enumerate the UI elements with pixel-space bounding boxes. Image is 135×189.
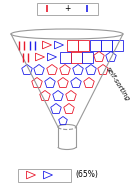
Bar [67,40,77,50]
FancyBboxPatch shape [18,169,70,181]
Text: self-sorting: self-sorting [105,66,131,102]
Bar [90,40,100,50]
FancyBboxPatch shape [36,2,97,15]
Bar [100,40,112,50]
Bar [77,40,89,50]
Bar [60,51,70,63]
Bar [112,40,122,50]
Text: +: + [64,4,70,13]
Bar [82,51,92,63]
Text: (65%): (65%) [75,170,98,180]
Bar [70,51,82,63]
